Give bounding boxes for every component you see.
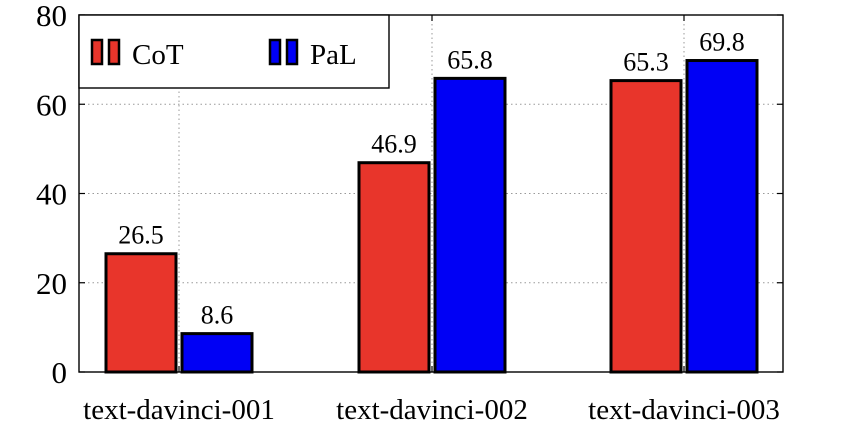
bar-pal-3: [685, 59, 759, 374]
legend-label-cot: CoT: [132, 39, 184, 71]
labels-layer: 26.5 46.9 65.3 8.6 65.8 69.8 0 20 40 60 80 text-dav…: [36, 0, 780, 426]
x-tick-label-1: text-davinci-001: [83, 394, 275, 426]
bar-pal-1: [180, 332, 254, 374]
chart-legend: CoT PaL: [78, 14, 390, 89]
legend-box: [78, 14, 390, 89]
y-tick-label-40: 40: [36, 177, 67, 212]
y-tick-label-20: 20: [36, 266, 67, 301]
axes-layer: [78, 14, 784, 373]
data-label-cot-2: 46.9: [371, 130, 417, 159]
bar-cot-1: [104, 252, 178, 374]
bar-cot-2: [357, 161, 431, 374]
data-label-cot-3: 65.3: [623, 48, 669, 77]
data-label-pal-1: 8.6: [201, 301, 234, 330]
bar-pal-2: [433, 76, 507, 374]
bar-cot-3: [609, 79, 683, 374]
legend-swatch-cot-b: [107, 38, 121, 66]
x-tick-label-3: text-davinci-003: [588, 394, 780, 426]
y-tick-label-80: 80: [36, 0, 67, 33]
legend-swatch-pal-b: [285, 38, 299, 66]
legend-label-pal: PaL: [310, 39, 357, 71]
grid-layer: [79, 15, 783, 372]
data-label-pal-3: 69.8: [699, 28, 745, 57]
y-tick-label-60: 60: [36, 87, 67, 122]
y-tick-label-0: 0: [52, 355, 68, 390]
x-tick-label-2: text-davinci-002: [336, 394, 528, 426]
legend-swatch-cot-a: [90, 38, 104, 66]
data-label-cot-1: 26.5: [118, 221, 164, 250]
legend-swatch-pal-a: [268, 38, 282, 66]
data-label-pal-2: 65.8: [447, 45, 493, 74]
